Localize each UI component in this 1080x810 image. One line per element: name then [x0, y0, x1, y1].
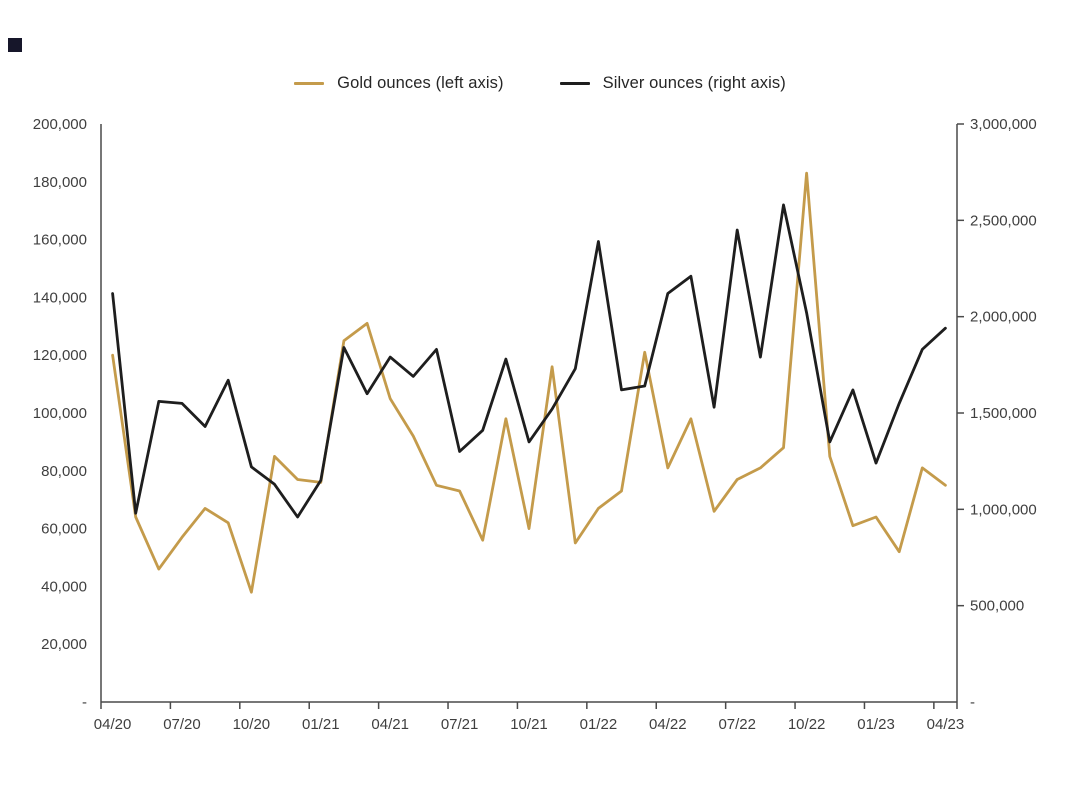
legend-item-silver: Silver ounces (right axis): [559, 74, 786, 93]
silver-series-line: [111, 203, 947, 519]
legend-label-silver: Silver ounces (right axis): [602, 74, 786, 92]
corner-artifact: [8, 38, 22, 52]
x-axis-label: 07/22: [718, 716, 756, 733]
x-axis-label: 04/20: [94, 716, 132, 733]
left-axis-label: 80,000: [41, 463, 87, 480]
right-axis-label: 1,000,000: [970, 501, 1037, 518]
left-axis-label: 140,000: [33, 289, 87, 306]
left-axis-label: 120,000: [33, 347, 87, 364]
right-axis-label: 3,000,000: [970, 116, 1037, 133]
left-axis-label: 100,000: [33, 405, 87, 422]
left-axis-labels: 200,000 180,000 160,000 140,000 120,000 100,0…: [33, 116, 87, 711]
right-axis-labels: 3,000,000 2,500,000 2,000,000 1,500,000 1,00…: [957, 116, 1037, 711]
left-axis-label: 40,000: [41, 578, 87, 595]
x-axis-label: 07/21: [441, 716, 479, 733]
x-axis-label: 04/23: [927, 716, 965, 733]
x-axis-label: 07/20: [163, 716, 201, 733]
x-axis-label: 10/20: [233, 716, 271, 733]
gold-series-swatch: [294, 82, 325, 85]
left-axis-label: 180,000: [33, 174, 87, 191]
x-axis-labels: 04/20 07/20 10/20 01/21 04/21 07/21 10/21 01/22…: [94, 716, 964, 733]
gold-series-line: [111, 171, 947, 594]
right-axis-label: -: [970, 694, 975, 711]
x-axis-label: 01/22: [580, 716, 618, 733]
right-axis-label: 1,500,000: [970, 405, 1037, 422]
x-axis-label: 01/23: [857, 716, 895, 733]
x-axis-label: 01/21: [302, 716, 340, 733]
legend-item-gold: Gold ounces (left axis): [294, 74, 504, 93]
right-axis-label: 2,000,000: [970, 309, 1037, 326]
x-axis-ticks: [100, 702, 958, 709]
left-axis-label: -: [82, 694, 87, 711]
chart-legend: Gold ounces (left axis) Silver ounces (r…: [0, 74, 1080, 93]
x-axis-label: 10/21: [510, 716, 548, 733]
left-axis-label: 160,000: [33, 232, 87, 249]
left-axis-label: 200,000: [33, 116, 87, 133]
x-axis-label: 10/22: [788, 716, 826, 733]
silver-series-swatch: [559, 82, 590, 85]
legend-label-gold: Gold ounces (left axis): [337, 74, 504, 92]
x-axis-label: 04/21: [371, 716, 409, 733]
left-axis-label: 60,000: [41, 521, 87, 538]
right-axis-label: 2,500,000: [970, 212, 1037, 229]
x-axis-label: 04/22: [649, 716, 687, 733]
right-axis-label: 500,000: [970, 598, 1024, 615]
left-axis-label: 20,000: [41, 636, 87, 653]
